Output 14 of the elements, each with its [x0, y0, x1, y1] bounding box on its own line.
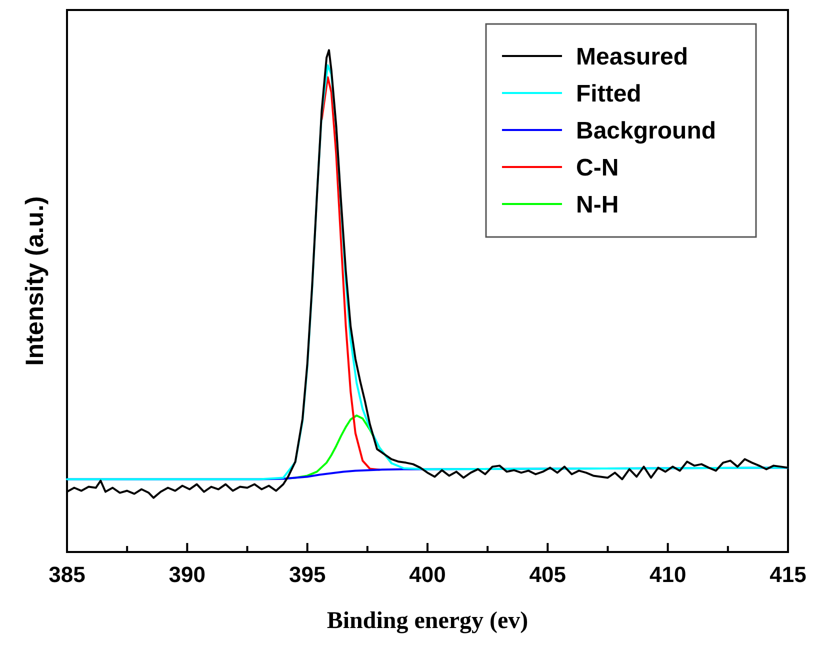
x-tick-label: 405 — [529, 562, 566, 587]
legend-label: C-N — [576, 154, 619, 182]
y-axis-title: Intensity (a.u.) — [21, 196, 49, 366]
x-tick-label: 395 — [288, 562, 326, 587]
legend-label: Background — [576, 117, 716, 144]
x-axis-title: Binding energy (ev) — [326, 608, 528, 634]
legend-label: Measured — [576, 43, 688, 70]
x-tick-label: 385 — [48, 562, 86, 587]
x-tick-label: 390 — [168, 562, 206, 587]
x-tick-label: 400 — [409, 562, 446, 587]
legend-label: Fitted — [576, 80, 642, 108]
x-tick-label: 410 — [649, 562, 686, 587]
x-tick-label: 415 — [770, 562, 806, 587]
legend-label: N-H — [576, 191, 619, 218]
